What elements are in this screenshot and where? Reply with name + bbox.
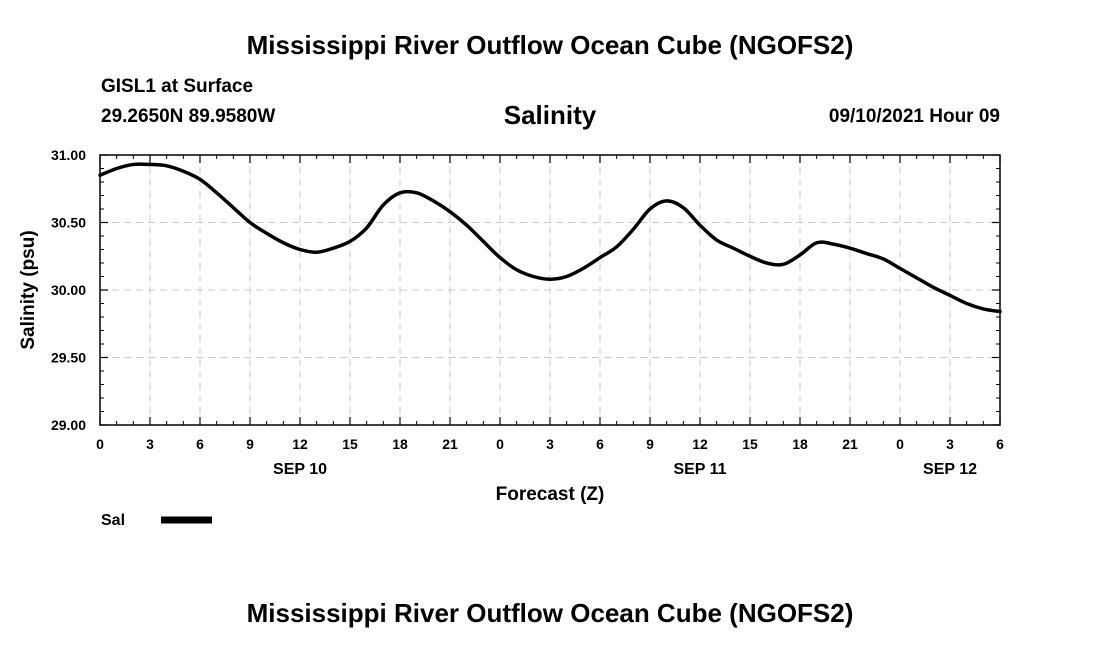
- x-tick-label: 9: [646, 436, 654, 452]
- y-tick-label: 29.00: [51, 417, 86, 433]
- x-tick-label: 6: [196, 436, 204, 452]
- forecast-datetime: 09/10/2021 Hour 09: [828, 106, 1000, 127]
- station-label: GISL1 at Surface: [101, 76, 254, 97]
- x-tick-label: 0: [96, 436, 104, 452]
- legend-label: Sal: [101, 512, 125, 529]
- x-tick-label: 21: [842, 436, 858, 452]
- tick-layer: [99, 154, 1001, 426]
- grid-layer: [100, 155, 1000, 425]
- date-label: SEP 11: [673, 461, 726, 478]
- variable-title: Salinity: [503, 100, 597, 130]
- x-tick-label: 3: [546, 436, 554, 452]
- x-tick-label: 9: [246, 436, 254, 452]
- x-tick-label: 12: [292, 436, 308, 452]
- chart-footer-title: Mississippi River Outflow Ocean Cube (NG…: [246, 598, 854, 628]
- chart-main-title: Mississippi River Outflow Ocean Cube (NG…: [246, 30, 854, 60]
- x-tick-label: 15: [342, 436, 358, 452]
- label-layer: 0 3 6 9 12 15 18 21 0 3 6 9 12 15 18 21 0 3 6 29.00 29.50 30.…: [51, 147, 1004, 478]
- y-tick-label: 29.50: [51, 350, 86, 366]
- x-tick-label: 21: [442, 436, 458, 452]
- x-tick-label: 3: [946, 436, 954, 452]
- x-tick-label: 6: [996, 436, 1004, 452]
- x-tick-label: 12: [692, 436, 708, 452]
- x-tick-label: 3: [146, 436, 154, 452]
- y-tick-label: 30.50: [51, 215, 86, 231]
- x-tick-label: 18: [792, 436, 808, 452]
- y-axis-title: Salinity (psu): [18, 230, 39, 349]
- y-tick-label: 30.00: [51, 282, 86, 298]
- salinity-series-line: [98, 162, 1002, 314]
- date-label: SEP 10: [273, 461, 327, 478]
- x-tick-label: 0: [896, 436, 904, 452]
- station-coordinates: 29.2650N 89.9580W: [101, 106, 276, 127]
- x-tick-label: 6: [596, 436, 604, 452]
- x-tick-label: 0: [496, 436, 504, 452]
- date-label: SEP 12: [923, 461, 977, 478]
- y-tick-label: 31.00: [51, 147, 86, 163]
- x-axis-title: Forecast (Z): [496, 484, 605, 505]
- x-tick-label: 15: [742, 436, 758, 452]
- x-tick-label: 18: [392, 436, 408, 452]
